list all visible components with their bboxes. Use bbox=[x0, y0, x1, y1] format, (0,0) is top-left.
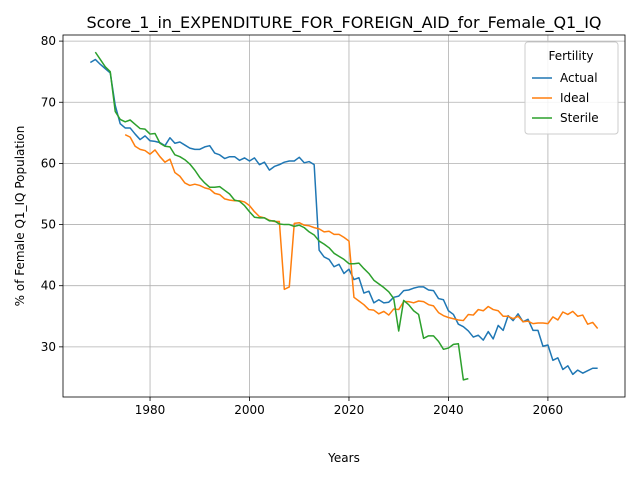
series-line-ideal bbox=[124, 133, 599, 329]
legend-box bbox=[524, 41, 619, 135]
y-tick-label: 60 bbox=[41, 156, 56, 170]
chart-title: Score_1_in_EXPENDITURE_FOR_FOREIGN_AID_f… bbox=[86, 13, 601, 33]
y-tick-label: 40 bbox=[41, 279, 56, 293]
y-axis-label: % of Female Q1_IQ Population bbox=[13, 126, 27, 307]
legend: Fertility Actual Ideal Sterile bbox=[524, 41, 619, 135]
x-tick-label: 2040 bbox=[433, 403, 464, 417]
x-tick-label: 2000 bbox=[234, 403, 265, 417]
x-axis-ticks: 1980 2000 2020 2040 2060 bbox=[135, 397, 563, 417]
y-tick-label: 50 bbox=[41, 218, 56, 232]
x-tick-label: 1980 bbox=[135, 403, 166, 417]
legend-label-ideal: Ideal bbox=[560, 91, 589, 105]
plot-frame bbox=[62, 34, 626, 398]
series-line-sterile bbox=[94, 51, 469, 381]
legend-title: Fertility bbox=[548, 49, 593, 63]
y-tick-label: 30 bbox=[41, 340, 56, 354]
x-tick-label: 2020 bbox=[334, 403, 365, 417]
legend-label-actual: Actual bbox=[560, 71, 598, 85]
series-lines bbox=[89, 51, 599, 381]
y-tick-label: 70 bbox=[41, 95, 56, 109]
x-tick-label: 2060 bbox=[533, 403, 564, 417]
legend-label-sterile: Sterile bbox=[560, 111, 599, 125]
series-line-actual bbox=[89, 58, 598, 376]
y-tick-label: 80 bbox=[41, 34, 56, 48]
y-axis-ticks: 30 40 50 60 70 80 bbox=[41, 34, 63, 354]
x-axis-label: Years bbox=[327, 451, 360, 465]
